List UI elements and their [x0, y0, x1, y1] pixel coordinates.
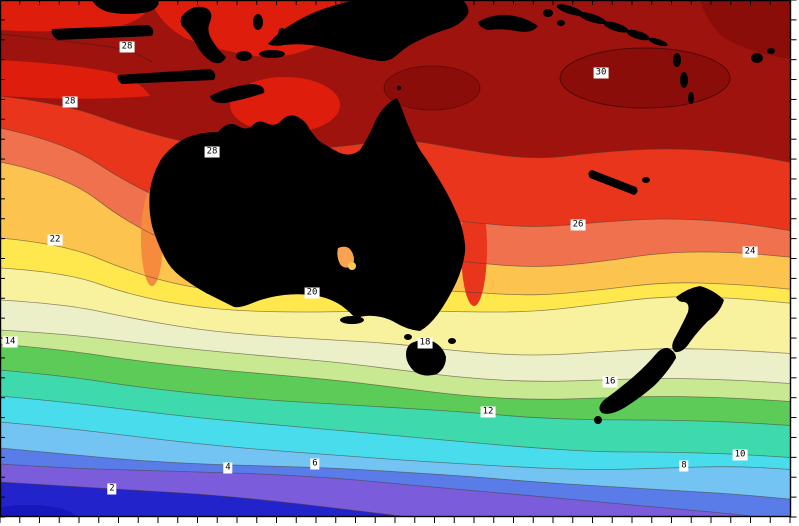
vanuatu-island [673, 53, 681, 67]
maluku-island [253, 14, 263, 30]
bass-strait-island [448, 338, 456, 344]
inland-lake-patches [337, 246, 356, 270]
contour-line-10 [0, 395, 799, 459]
vanuatu-island [688, 92, 694, 104]
solomon-island [556, 4, 584, 16]
maluku-island [278, 28, 286, 40]
new-britain-island [478, 14, 538, 32]
stewart-island [594, 416, 602, 424]
island [642, 177, 650, 183]
fiji-island [767, 48, 775, 54]
tasmania-landmass [406, 340, 446, 376]
inland-lake [348, 262, 356, 270]
java-island [51, 25, 154, 40]
contour-line-18 [0, 299, 799, 356]
new-zealand-south-island [599, 347, 676, 414]
contour-fragment [0, 33, 153, 63]
new-caledonia-island [588, 170, 638, 195]
lesser-sunda-islands [117, 69, 216, 84]
sulawesi-island [180, 6, 226, 64]
bass-strait-island [404, 334, 412, 340]
kangaroo-island [340, 316, 364, 324]
temp-band-below-2 [0, 482, 483, 526]
landmass-layer [51, 0, 775, 424]
east-coast-warm-tongue [461, 190, 487, 306]
contour-line-14 [0, 343, 799, 403]
contour-line-12 [0, 369, 799, 427]
australia-landmass [149, 98, 466, 331]
warm-patch [0, 60, 150, 99]
hot-core-patch [700, 0, 799, 60]
contour-line-4 [0, 463, 799, 523]
timor-island [210, 84, 265, 104]
new-zealand-north-island [672, 286, 724, 353]
inland-lake [337, 246, 354, 268]
maluku-island [236, 51, 252, 61]
solomon-island [603, 21, 629, 33]
solomon-island [648, 37, 668, 47]
solomon-island [626, 29, 650, 41]
hot-core-patch [383, 65, 481, 111]
contour-line-8 [0, 421, 799, 471]
solomon-island [577, 12, 607, 24]
map-frame [0, 0, 792, 518]
maluku-island [259, 50, 285, 58]
borneo-edge [92, 0, 159, 14]
hot-core-patch [559, 47, 731, 109]
fiji-island [751, 53, 763, 63]
new-guinea-landmass [268, 0, 469, 62]
contour-line-6 [0, 447, 799, 501]
torres-strait-island [397, 86, 401, 90]
island [557, 20, 565, 26]
island [543, 9, 553, 17]
vanuatu-island [680, 72, 688, 88]
